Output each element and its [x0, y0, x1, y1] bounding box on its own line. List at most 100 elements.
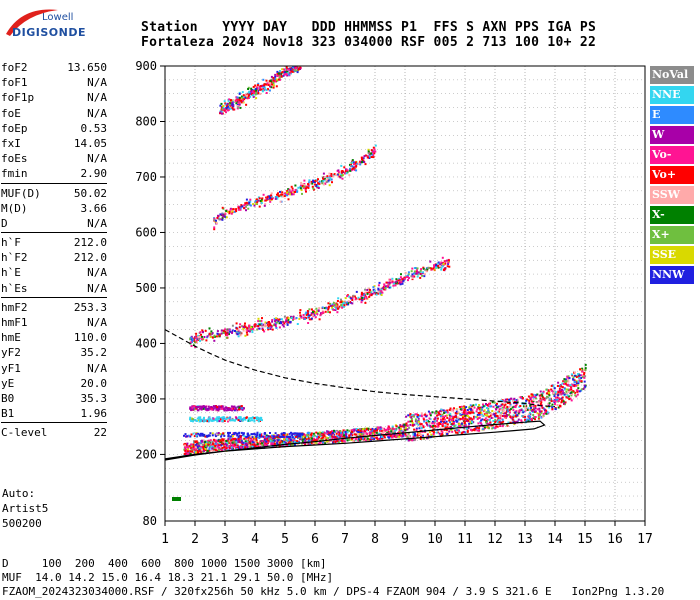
- echo-point: [221, 447, 224, 449]
- echo-point: [322, 172, 325, 175]
- echo-point: [387, 430, 390, 433]
- echo-point: [311, 437, 313, 440]
- echo-point: [213, 228, 216, 231]
- echo-point: [314, 179, 317, 182]
- echo-point: [417, 423, 420, 426]
- echo-point: [368, 157, 371, 159]
- echo-point: [464, 410, 467, 413]
- echo-point: [236, 432, 239, 435]
- echo-point: [543, 397, 546, 400]
- echo-point: [340, 298, 342, 301]
- echo-point: [238, 103, 241, 106]
- echo-point: [221, 206, 224, 209]
- echo-point: [204, 435, 207, 438]
- echo-point: [480, 411, 483, 414]
- echo-point: [210, 406, 213, 408]
- echo-point: [545, 392, 548, 395]
- echo-point: [482, 403, 484, 406]
- echo-point: [215, 219, 217, 222]
- echo-point: [247, 95, 250, 98]
- param-value: 35.3: [80, 391, 108, 405]
- echo-point: [243, 207, 246, 210]
- echo-point: [379, 427, 382, 430]
- echo-point: [251, 89, 254, 91]
- echo-point: [505, 407, 508, 410]
- echo-point: [444, 262, 447, 265]
- echo-point: [360, 293, 363, 296]
- echo-point: [223, 440, 226, 443]
- echo-point: [196, 443, 198, 446]
- echo-point: [187, 450, 189, 453]
- echo-point: [283, 73, 286, 76]
- echo-point: [222, 329, 225, 332]
- echo-point: [542, 412, 545, 415]
- echo-point: [295, 317, 298, 319]
- echo-point: [374, 150, 377, 153]
- echo-point: [354, 298, 357, 301]
- echo-point: [337, 169, 340, 172]
- echo-point: [437, 261, 440, 264]
- echo-point: [473, 415, 475, 418]
- echo-point: [211, 440, 214, 443]
- digisonde-logo: Lowell DIGISONDE: [2, 4, 85, 40]
- echo-point: [381, 429, 384, 432]
- echo-point: [459, 424, 462, 427]
- echo-point: [551, 403, 554, 406]
- echo-point: [399, 431, 402, 434]
- echo-point: [249, 435, 252, 438]
- echo-point: [270, 198, 273, 201]
- echo-point: [350, 429, 353, 432]
- echo-point: [358, 439, 361, 442]
- echo-point: [442, 420, 445, 423]
- echo-point: [371, 432, 374, 435]
- echo-point: [261, 443, 264, 446]
- echo-point: [524, 415, 527, 418]
- echo-point: [346, 431, 349, 434]
- echo-point: [274, 435, 277, 438]
- echo-point: [235, 208, 238, 211]
- echo-point: [366, 289, 369, 291]
- echo-point: [183, 448, 186, 451]
- echo-point: [196, 406, 199, 409]
- echo-point: [225, 447, 228, 450]
- echo-point: [214, 439, 216, 442]
- echo-point: [426, 433, 429, 436]
- echo-point: [259, 85, 262, 88]
- echo-point: [390, 430, 393, 433]
- echo-point: [420, 412, 423, 415]
- echo-point: [406, 433, 409, 436]
- echo-point: [507, 402, 509, 404]
- echo-point: [321, 306, 324, 309]
- param-name: C-level: [1, 426, 48, 440]
- echo-point: [357, 429, 360, 431]
- echo-point: [228, 445, 231, 447]
- echo-point: [322, 311, 324, 314]
- echo-point: [340, 431, 343, 434]
- echo-point: [294, 189, 297, 191]
- echo-point: [473, 406, 476, 409]
- legend-item-x: X-: [650, 206, 694, 224]
- echo-point: [424, 273, 426, 276]
- echo-point: [360, 295, 363, 298]
- echo-point: [457, 411, 460, 414]
- echo-point: [492, 416, 494, 419]
- echo-point: [584, 385, 587, 388]
- echo-point: [574, 381, 577, 384]
- echo-point: [521, 409, 524, 412]
- echo-point: [202, 447, 205, 450]
- echo-point: [202, 439, 205, 442]
- echo-point: [439, 413, 442, 416]
- echo-point: [363, 429, 366, 432]
- echo-point: [249, 446, 252, 449]
- echo-point: [340, 164, 343, 167]
- echo-point: [558, 387, 561, 390]
- echo-point: [394, 429, 397, 432]
- echo-point: [258, 320, 261, 323]
- polarization-legend: NoVal NNE E W Vo- Vo+ SSW X- X+ SSE NNW: [650, 66, 694, 286]
- echo-point: [263, 432, 266, 434]
- legend-item-nne: NNE: [650, 86, 694, 104]
- echo-point: [480, 419, 483, 422]
- echo-point: [579, 368, 582, 371]
- echo-point: [214, 435, 217, 438]
- echo-point: [362, 428, 365, 431]
